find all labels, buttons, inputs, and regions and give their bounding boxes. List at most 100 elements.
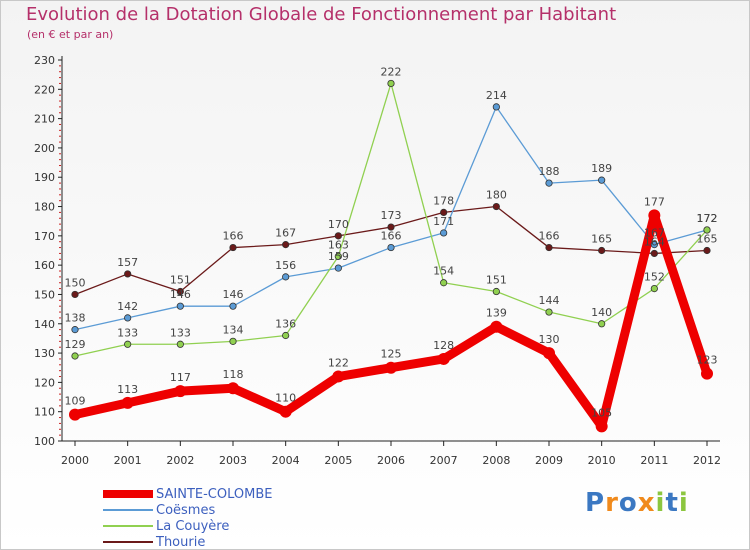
y-minor-tick [59, 159, 61, 161]
data-point [545, 243, 553, 252]
y-minor-tick [59, 77, 61, 79]
data-label: 138 [65, 312, 86, 325]
data-label: 130 [539, 333, 560, 346]
data-point [440, 208, 448, 216]
y-minor-tick [59, 334, 61, 336]
y-tick-label: 130 [34, 347, 55, 360]
data-labels: 109 113 117 118 110 122 125 128 139 130 105 177 123 1… [65, 65, 718, 419]
data-label: 113 [117, 383, 138, 396]
data-point [595, 420, 608, 433]
y-minor-tick [59, 387, 61, 389]
legend-label: Thourie [156, 534, 206, 550]
y-tick-label: 160 [34, 259, 55, 272]
data-label: 166 [539, 230, 560, 243]
data-point [124, 340, 132, 348]
data-point [385, 361, 397, 374]
data-label: 118 [223, 368, 244, 381]
data-point [282, 273, 290, 281]
data-label: 140 [591, 306, 612, 319]
data-point [598, 176, 606, 184]
y-tick-label: 120 [34, 376, 55, 389]
data-point [387, 79, 395, 88]
x-tick-label: 2004 [272, 454, 300, 467]
data-label: 171 [433, 215, 454, 228]
x-tick-label: 2008 [482, 454, 510, 467]
y-minor-tick [59, 305, 61, 307]
y-minor-tick [59, 247, 61, 249]
chart-subtitle: (en € et par an) [27, 28, 114, 41]
data-point [71, 290, 79, 299]
x-tick-label: 2000 [61, 454, 89, 467]
data-point [282, 331, 290, 340]
data-label: 151 [486, 274, 507, 287]
y-tick-label: 220 [34, 83, 55, 96]
data-label: 159 [328, 250, 349, 263]
y-minor-tick [59, 329, 61, 331]
y-minor-tick [59, 194, 61, 196]
y-minor-tick [59, 434, 61, 436]
data-point [490, 320, 503, 333]
data-label: 136 [275, 317, 296, 330]
data-point [229, 337, 237, 345]
y-minor-tick [59, 129, 61, 131]
data-point [229, 243, 237, 252]
y-tick-label: 140 [34, 318, 55, 331]
y-tick-label: 100 [34, 435, 55, 448]
y-minor-tick [59, 223, 61, 225]
y-minor-tick [59, 358, 61, 360]
data-point [121, 396, 134, 409]
data-label: 125 [381, 348, 402, 361]
y-tick-label: 110 [34, 406, 55, 419]
legend-item: La Couyère [103, 518, 272, 534]
data-point [176, 287, 184, 296]
y-minor-tick [59, 82, 61, 84]
legend-item: Thourie [103, 534, 272, 550]
legend-swatch [103, 509, 153, 511]
data-label: 142 [117, 300, 138, 313]
x-tick-label: 2009 [535, 454, 563, 467]
y-minor-tick [59, 270, 61, 272]
y-minor-tick [59, 211, 61, 213]
data-point [703, 226, 711, 234]
data-point [440, 229, 448, 237]
data-label: 167 [275, 227, 296, 240]
data-point [387, 223, 395, 231]
legend-item: SAINTE-COLOMBE [103, 486, 272, 502]
data-point [648, 209, 661, 222]
data-point [124, 314, 132, 322]
data-label: 123 [697, 354, 718, 367]
y-minor-tick [59, 346, 61, 348]
data-label: 134 [223, 323, 244, 336]
data-point [492, 202, 500, 211]
y-minor-tick [59, 370, 61, 372]
data-label: 122 [328, 357, 349, 370]
y-minor-tick [59, 182, 61, 184]
data-point [334, 252, 342, 260]
legend-swatch [103, 541, 153, 543]
y-minor-tick [59, 405, 61, 407]
data-label: 173 [381, 209, 402, 222]
data-label: 177 [644, 195, 665, 208]
y-tick-label: 210 [34, 113, 55, 126]
y-minor-tick [59, 340, 61, 342]
data-point [279, 405, 292, 418]
data-label: 128 [433, 339, 454, 352]
data-point [703, 246, 711, 255]
y-minor-tick [59, 106, 61, 108]
y-tick-label: 170 [34, 230, 55, 243]
chart-axes: 100 110 120 130 140 150 160 170 180 190 200 210 220 2… [34, 54, 721, 467]
data-point [176, 340, 184, 348]
data-label: 150 [65, 276, 86, 289]
data-label: 109 [65, 395, 86, 408]
y-minor-tick [59, 364, 61, 366]
y-minor-tick [59, 100, 61, 102]
data-label: 139 [486, 307, 507, 320]
data-label: 165 [591, 233, 612, 246]
y-minor-tick [59, 252, 61, 254]
data-label: 133 [117, 326, 138, 339]
y-minor-tick [59, 276, 61, 278]
data-point [545, 179, 553, 187]
data-label: 163 [328, 238, 349, 251]
x-tick-label: 2001 [114, 454, 142, 467]
